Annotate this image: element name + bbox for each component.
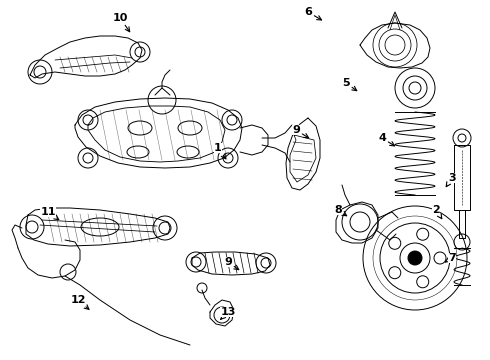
Text: 11: 11: [40, 207, 59, 220]
Ellipse shape: [177, 146, 199, 158]
Text: 4: 4: [378, 133, 394, 146]
Text: 3: 3: [446, 173, 456, 186]
Ellipse shape: [128, 121, 152, 135]
Text: 7: 7: [445, 253, 456, 263]
Ellipse shape: [127, 146, 149, 158]
Text: 5: 5: [342, 78, 357, 91]
Text: 8: 8: [334, 205, 346, 216]
Text: 13: 13: [220, 307, 236, 319]
Ellipse shape: [178, 121, 202, 135]
Text: 12: 12: [70, 295, 89, 309]
Ellipse shape: [81, 218, 119, 236]
Text: 9: 9: [292, 125, 309, 138]
Text: 9: 9: [224, 257, 239, 270]
Text: 1: 1: [214, 143, 226, 159]
Text: 10: 10: [112, 13, 130, 32]
Text: 6: 6: [304, 7, 321, 20]
Text: 2: 2: [432, 205, 442, 219]
Circle shape: [408, 251, 422, 265]
